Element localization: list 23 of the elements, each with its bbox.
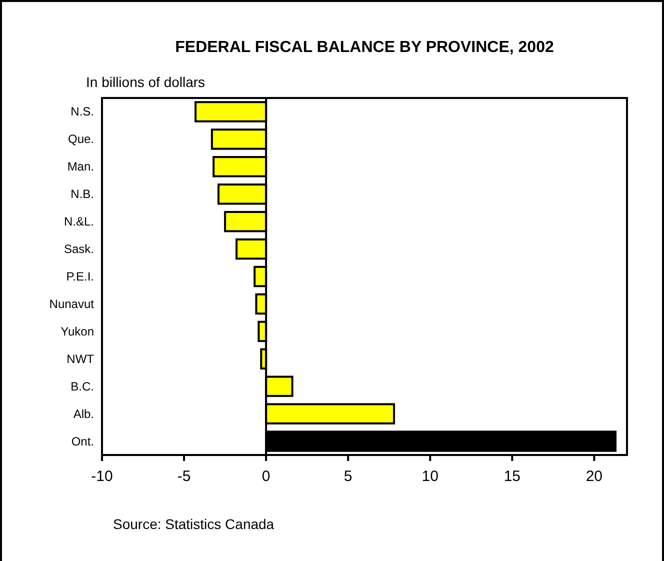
x-tick-label: 15	[504, 468, 520, 485]
x-tick-label: 5	[344, 468, 352, 485]
y-tick-label: N.B.	[70, 187, 94, 202]
y-tick-label: Man.	[67, 160, 94, 174]
y-tick-label: N.&L.	[64, 214, 94, 229]
y-tick-label: Que.	[68, 132, 94, 146]
source-note: Source: Statistics Canada	[113, 516, 274, 532]
x-tick-label: -5	[177, 468, 191, 485]
y-tick-label: Alb.	[73, 406, 94, 421]
x-tick-label: 20	[586, 468, 603, 485]
x-tick-label: -10	[91, 468, 113, 485]
chart-title: FEDERAL FISCAL BALANCE BY PROVINCE, 2002	[175, 39, 554, 56]
chart-subtitle: In billions of dollars	[86, 74, 206, 90]
x-tick-label: 0	[262, 468, 270, 485]
y-tick-label: Sask.	[64, 242, 94, 256]
y-tick-label: P.E.I.	[66, 270, 94, 284]
y-tick-label: N.S.	[70, 104, 94, 119]
y-tick-label: Yukon	[60, 324, 94, 338]
y-tick-label: Ont.	[71, 434, 94, 448]
y-tick-label: Nunavut	[49, 296, 95, 311]
x-tick-label: 10	[422, 468, 438, 485]
y-tick-label: NWT	[66, 352, 95, 366]
y-tick-label: B.C.	[70, 379, 94, 394]
